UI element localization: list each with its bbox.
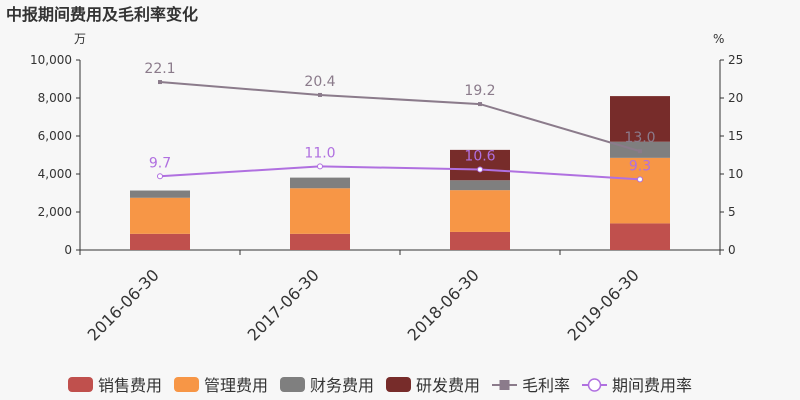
x-tick-label: 2016-06-30	[84, 265, 163, 344]
bar	[610, 223, 670, 250]
chart-title: 中报期间费用及毛利率变化	[6, 5, 198, 24]
legend-label: 研发费用	[416, 376, 480, 395]
data-label: 9.7	[149, 155, 171, 171]
point	[318, 92, 322, 97]
legend-label: 管理费用	[204, 376, 268, 395]
legend-swatch	[386, 377, 411, 392]
right-tick-label: 5	[728, 205, 736, 219]
legend-label: 财务费用	[310, 376, 374, 395]
series-line	[159, 165, 641, 181]
bar	[290, 177, 350, 189]
right-tick-label: 20	[728, 91, 743, 105]
point	[477, 166, 483, 173]
bar	[610, 157, 670, 224]
bar	[450, 149, 510, 181]
bar	[610, 96, 670, 142]
legend-item[interactable]: 销售费用	[68, 376, 162, 395]
legend-label: 销售费用	[98, 376, 162, 395]
legend-item[interactable]: 毛利率	[492, 376, 570, 395]
right-tick-label: 15	[728, 129, 743, 143]
legend-marker	[587, 378, 602, 392]
legend-item[interactable]: 研发费用	[386, 376, 480, 395]
left-tick-label: 10,000	[30, 53, 72, 67]
bar	[130, 197, 190, 234]
bar	[290, 188, 350, 234]
bar	[450, 190, 510, 232]
data-label: 19.2	[464, 83, 495, 99]
point	[638, 149, 642, 154]
left-tick-label: 8,000	[38, 91, 72, 105]
left-axis-unit: 万	[74, 32, 86, 46]
right-tick-label: 10	[728, 167, 743, 181]
bar	[130, 233, 190, 250]
left-tick-label: 4,000	[38, 167, 72, 181]
left-tick-label: 2,000	[38, 205, 72, 219]
lines: 22.1 20.4 19.2 13.0 9.7 11.0 10.6 9.3	[144, 61, 656, 183]
bar	[290, 233, 350, 250]
point	[478, 102, 482, 107]
x-tick-label: 2017-06-30	[244, 265, 323, 344]
legend-label: 期间费用率	[612, 376, 692, 395]
bars	[130, 96, 670, 250]
data-label: 22.1	[144, 61, 175, 77]
legend-item[interactable]: 财务费用	[280, 376, 374, 395]
data-label: 9.3	[629, 158, 651, 174]
legend-item[interactable]: 管理费用	[174, 376, 268, 395]
bar	[450, 180, 510, 191]
point	[158, 80, 162, 85]
right-tick-label: 0	[728, 243, 736, 257]
point	[637, 176, 643, 183]
x-tick-label: 2019-06-30	[564, 265, 643, 344]
data-label: 10.6	[464, 148, 495, 164]
data-label: 20.4	[304, 74, 335, 90]
legend-swatch	[68, 377, 93, 392]
bar	[450, 231, 510, 250]
left-tick-label: 0	[64, 243, 72, 257]
x-tick-label: 2018-06-30	[404, 265, 483, 344]
point	[157, 173, 163, 180]
series-line	[159, 81, 641, 153]
point	[317, 163, 323, 170]
legend-marker	[499, 380, 510, 390]
right-tick-label: 25	[728, 53, 743, 67]
legend-swatch	[280, 377, 305, 392]
left-tick-label: 6,000	[38, 129, 72, 143]
data-label: 13.0	[624, 130, 655, 146]
data-label: 11.0	[304, 145, 335, 161]
legend-label: 毛利率	[522, 376, 570, 395]
right-axis-unit: %	[713, 32, 724, 46]
bar	[130, 190, 190, 198]
legend[interactable]: 销售费用 管理费用 财务费用 研发费用 毛利率 期间费用率	[68, 376, 692, 395]
legend-item[interactable]: 期间费用率	[582, 376, 692, 395]
legend-swatch	[174, 377, 199, 392]
